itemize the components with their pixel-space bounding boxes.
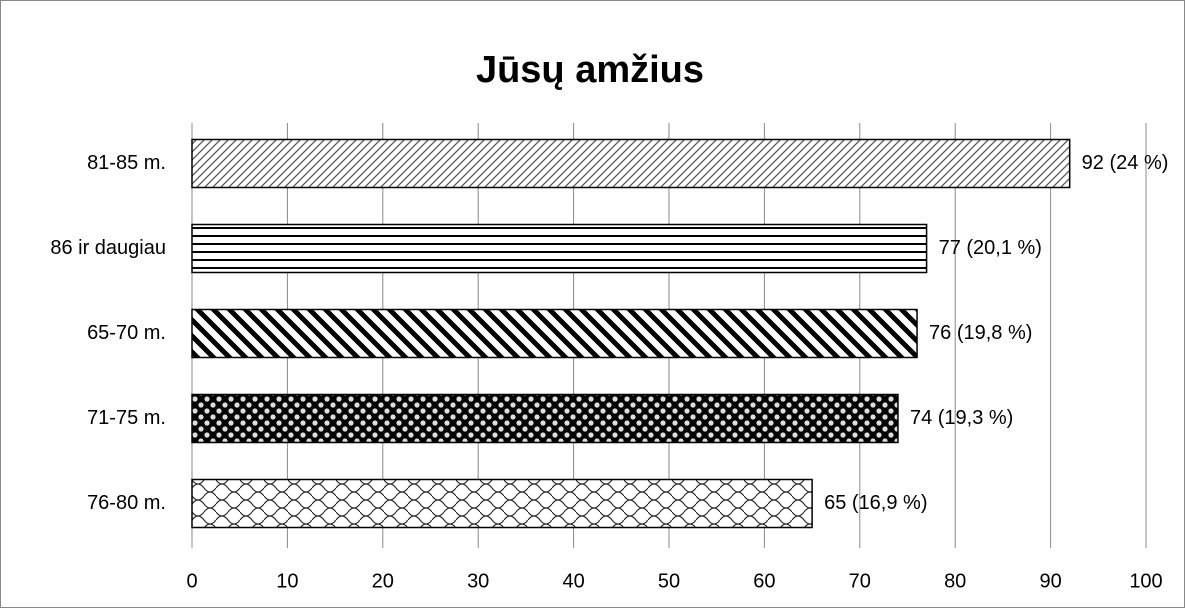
y-tick-label: 71-75 m. [87, 407, 166, 429]
value-label: 74 (19,3 %) [910, 407, 1013, 429]
x-tick-label: 50 [658, 570, 680, 592]
value-label: 77 (20,1 %) [939, 237, 1042, 259]
value-label: 92 (24 %) [1082, 152, 1169, 174]
bar [191, 223, 928, 274]
value-label: 76 (19,8 %) [929, 322, 1032, 344]
x-tick-label: 20 [372, 570, 394, 592]
x-tick-label: 90 [1039, 570, 1061, 592]
x-tick-label: 40 [562, 570, 584, 592]
y-tick-label: 86 ir daugiau [50, 237, 166, 259]
x-tick-label: 10 [276, 570, 298, 592]
y-tick-label: 81-85 m. [87, 152, 166, 174]
chart-title: Jūsų amžius [476, 49, 704, 91]
value-label: 65 (16,9 %) [824, 492, 927, 514]
bar [191, 393, 899, 444]
x-tick-label: 60 [753, 570, 775, 592]
y-tick-label: 76-80 m. [87, 492, 166, 514]
bar [191, 138, 1071, 189]
y-tick-label: 65-70 m. [87, 322, 166, 344]
x-tick-label: 80 [944, 570, 966, 592]
bar [191, 478, 813, 529]
x-tick-label: 70 [849, 570, 871, 592]
x-tick-label: 0 [186, 570, 197, 592]
x-tick-label: 100 [1129, 570, 1162, 592]
bar [191, 308, 918, 359]
x-tick-label: 30 [467, 570, 489, 592]
